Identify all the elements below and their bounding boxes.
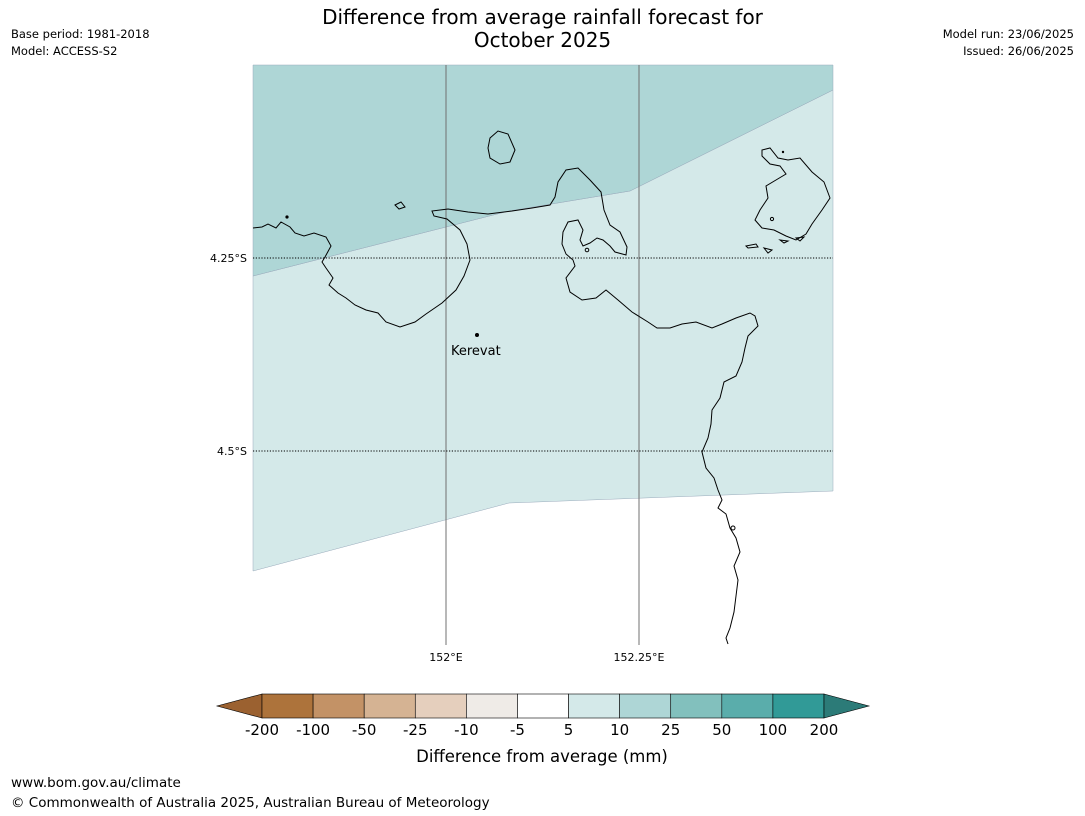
islet-dot-2 bbox=[584, 247, 590, 253]
map-panel: Kerevat 4.25°S 4.5°S 152°E 152.25°E bbox=[210, 64, 834, 664]
lat-label-4-25: 4.25°S bbox=[210, 252, 247, 265]
footer-copyright: © Commonwealth of Australia 2025, Austra… bbox=[11, 795, 490, 811]
colorbar-legend: -200 -100 -50 -25 -10 -5 5 10 25 50 100 200 Differe… bbox=[215, 693, 871, 766]
island-north bbox=[487, 130, 516, 165]
islet-dot-1 bbox=[285, 215, 289, 219]
lat-label-4-5: 4.5°S bbox=[217, 445, 247, 458]
islet-east-2 bbox=[762, 247, 774, 254]
legend-swatch-10-to-25 bbox=[619, 693, 672, 719]
legend-tick-label: 100 bbox=[759, 721, 788, 739]
legend-swatch-100-to-200 bbox=[772, 693, 825, 719]
islet-dot-3 bbox=[769, 216, 775, 222]
legend-ticks: -200 -100 -50 -25 -10 -5 5 10 25 50 100 200 bbox=[245, 721, 838, 739]
lon-label-152-25: 152.25°E bbox=[614, 651, 665, 664]
legend-swatch-5-to-10 bbox=[568, 693, 620, 719]
legend-extend-high bbox=[823, 693, 871, 719]
legend-swatch--25-to--10 bbox=[414, 693, 467, 719]
legend-tick-label: -200 bbox=[245, 721, 279, 739]
legend-swatch--5-to-5 bbox=[517, 693, 569, 719]
title-line-1: Difference from average rainfall forecas… bbox=[322, 5, 763, 29]
place-marker-dot bbox=[475, 333, 479, 337]
islet-east-4 bbox=[794, 236, 806, 242]
islet-dot-5 bbox=[781, 150, 785, 154]
islet-east-1 bbox=[744, 243, 759, 249]
islet-small bbox=[394, 201, 406, 210]
legend-swatch--100-to--50 bbox=[312, 693, 365, 719]
legend-swatches bbox=[215, 693, 871, 719]
legend-tick-label: -100 bbox=[296, 721, 330, 739]
model-run: Model run: 23/06/2025 bbox=[942, 27, 1074, 41]
meta-left: Base period: 1981-2018 Model: ACCESS-S2 bbox=[11, 26, 150, 60]
meta-right: Model run: 23/06/2025 Issued: 26/06/2025 bbox=[943, 26, 1074, 60]
lon-label-152: 152°E bbox=[429, 651, 462, 664]
legend-swatch--200-to--100 bbox=[261, 693, 314, 719]
islet-east-3 bbox=[778, 239, 790, 244]
new-ireland-coast bbox=[754, 147, 831, 241]
legend-swatch-50-to-100 bbox=[721, 693, 774, 719]
legend-title: Difference from average (mm) bbox=[416, 747, 668, 766]
coastline-gazelle-west bbox=[252, 167, 759, 645]
footer-url[interactable]: www.bom.gov.au/climate bbox=[11, 775, 181, 791]
legend-tick-label: 200 bbox=[810, 721, 839, 739]
place-label-kerevat: Kerevat bbox=[451, 344, 501, 359]
legend-tick-label: 5 bbox=[564, 721, 574, 739]
legend-tick-label: -10 bbox=[454, 721, 479, 739]
zone-10-25mm bbox=[252, 64, 834, 277]
title-line-2: October 2025 bbox=[473, 28, 612, 52]
issued-date: Issued: 26/06/2025 bbox=[963, 44, 1074, 58]
legend-tick-label: 50 bbox=[712, 721, 731, 739]
legend-tick-label: 25 bbox=[661, 721, 680, 739]
islet-dot-4 bbox=[730, 525, 736, 531]
model-name: Model: ACCESS-S2 bbox=[11, 44, 118, 58]
coastline bbox=[252, 130, 831, 645]
base-period: Base period: 1981-2018 bbox=[11, 27, 150, 41]
legend-tick-label: -25 bbox=[403, 721, 428, 739]
legend-tick-label: -5 bbox=[510, 721, 525, 739]
chart-title: Difference from average rainfall forecas… bbox=[0, 6, 1085, 52]
legend-swatch--10-to--5 bbox=[466, 693, 518, 719]
legend-swatch-25-to-50 bbox=[670, 693, 723, 719]
legend-swatch--50-to--25 bbox=[363, 693, 416, 719]
legend-extend-low bbox=[215, 693, 263, 719]
legend-tick-label: -50 bbox=[352, 721, 377, 739]
legend-tick-label: 10 bbox=[610, 721, 629, 739]
